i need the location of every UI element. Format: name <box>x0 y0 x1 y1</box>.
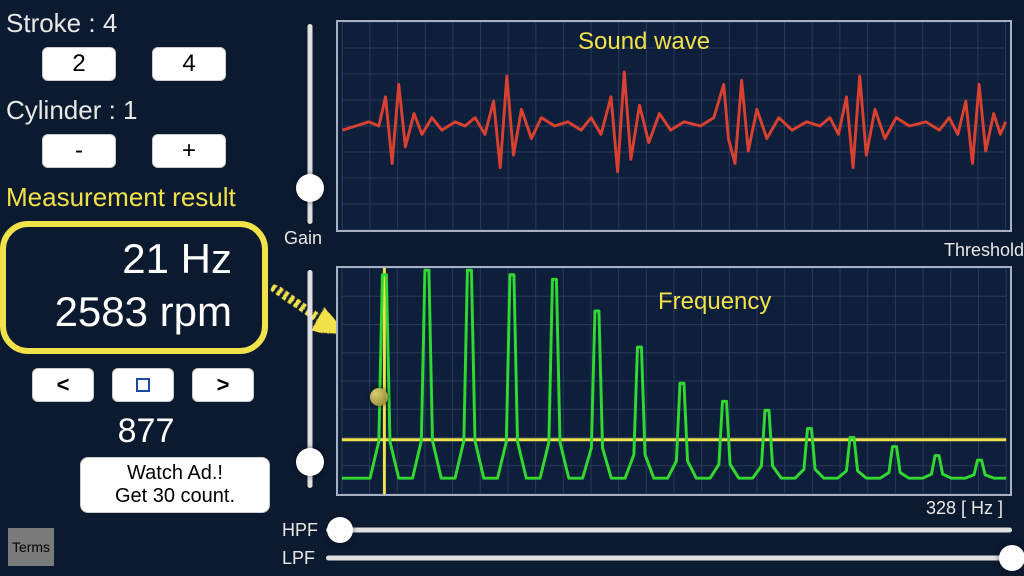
measurement-box: 21 Hz 2583 rpm <box>0 221 268 354</box>
lpf-knob[interactable] <box>999 545 1024 571</box>
hz-readout: 328 [ Hz ] <box>926 498 1003 519</box>
count-value: 877 <box>66 412 226 451</box>
prev-button[interactable]: < <box>32 368 94 402</box>
hpf-label: HPF <box>282 520 318 541</box>
gain-label: Gain <box>284 228 322 249</box>
left-panel: Stroke : 4 2 4 Cylinder : 1 - + Measurem… <box>6 8 276 513</box>
stop-icon <box>136 378 150 392</box>
stroke-label: Stroke : 4 <box>6 8 276 39</box>
gain-slider[interactable] <box>296 24 324 224</box>
ad-line2: Get 30 count. <box>87 485 263 508</box>
nav-row: < > <box>32 368 276 402</box>
stroke-4-button[interactable]: 4 <box>152 47 226 81</box>
stroke-buttons: 2 4 <box>6 47 276 81</box>
frequency-chart: Frequency <box>336 266 1012 496</box>
threshold-knob[interactable] <box>296 448 324 476</box>
cylinder-label: Cylinder : 1 <box>6 95 276 126</box>
measurement-rpm: 2583 rpm <box>20 286 248 339</box>
hpf-track <box>326 528 1012 533</box>
cylinder-minus-button[interactable]: - <box>42 134 116 168</box>
next-button[interactable]: > <box>192 368 254 402</box>
watch-ad-button[interactable]: Watch Ad.! Get 30 count. <box>80 457 270 513</box>
lpf-label: LPF <box>282 548 315 569</box>
ad-line1: Watch Ad.! <box>87 462 263 485</box>
threshold-label: Threshold <box>944 240 1024 261</box>
measurement-hz: 21 Hz <box>20 233 248 286</box>
hpf-slider[interactable] <box>326 516 1012 544</box>
threshold-slider[interactable] <box>296 270 324 488</box>
hpf-knob[interactable] <box>327 517 353 543</box>
gain-knob[interactable] <box>296 174 324 202</box>
measurement-title: Measurement result <box>6 182 276 213</box>
stroke-2-button[interactable]: 2 <box>42 47 116 81</box>
stop-button[interactable] <box>112 368 174 402</box>
freq-title: Frequency <box>658 288 771 316</box>
cylinder-plus-button[interactable]: + <box>152 134 226 168</box>
cylinder-buttons: - + <box>6 134 276 168</box>
terms-button[interactable]: Terms <box>8 528 54 566</box>
sound-title: Sound wave <box>578 28 710 56</box>
sound-wave-chart: Sound wave <box>336 20 1012 232</box>
lpf-slider[interactable] <box>326 544 1012 572</box>
lpf-track <box>326 556 1012 561</box>
